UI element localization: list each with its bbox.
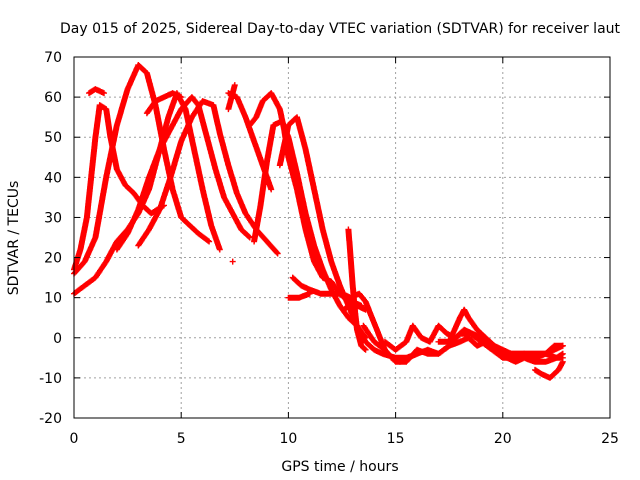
y-tick-labels: -20 -10 0 10 20 30 40 50 60 70: [39, 50, 62, 427]
data-series: [345, 226, 369, 353]
data-markers: [532, 358, 566, 381]
data-series: [229, 258, 236, 265]
data-series: [532, 358, 566, 381]
x-tick-label: 20: [494, 431, 512, 447]
chart-title: Day 015 of 2025, Sidereal Day-to-day VTE…: [60, 21, 621, 37]
data-series: [285, 290, 313, 301]
y-tick-label: -20: [39, 411, 62, 427]
data-series: [251, 118, 369, 341]
x-tick-label: 5: [177, 431, 186, 447]
data-series: [143, 90, 185, 117]
data-markers: [345, 226, 369, 353]
data-markers: [435, 306, 566, 361]
y-tick-label: 10: [44, 291, 62, 307]
data-markers: [289, 274, 388, 353]
data-points: [71, 62, 566, 381]
data-series: [289, 274, 388, 353]
x-tick-labels: 0 5 10 15 20 25: [70, 431, 619, 447]
data-markers: [86, 86, 107, 97]
y-axis-title: SDTVAR / TECUs: [6, 181, 22, 296]
y-tick-label: 40: [44, 170, 62, 186]
data-series: [86, 86, 107, 97]
y-tick-label: 30: [44, 210, 62, 226]
grid-lines: [74, 57, 610, 418]
y-tick-label: 60: [44, 90, 62, 106]
data-markers: [251, 118, 369, 341]
data-markers: [225, 82, 238, 113]
plot-frame: [73, 56, 611, 419]
data-markers: [143, 90, 185, 117]
y-tick-label: 70: [44, 50, 62, 66]
y-tick-label: 0: [53, 331, 62, 347]
data-markers: [285, 290, 313, 301]
y-tick-label: 20: [44, 251, 62, 267]
data-series: [435, 306, 566, 361]
x-tick-label: 15: [387, 431, 405, 447]
data-markers: [229, 258, 236, 265]
y-tick-label: 50: [44, 130, 62, 146]
x-axis-title: GPS time / hours: [281, 459, 398, 475]
x-tick-label: 10: [279, 431, 297, 447]
y-tick-label: -10: [39, 371, 62, 387]
axis-ticks: [73, 56, 611, 419]
x-tick-label: 25: [601, 431, 619, 447]
data-series: [225, 82, 238, 113]
x-tick-label: 0: [70, 431, 79, 447]
